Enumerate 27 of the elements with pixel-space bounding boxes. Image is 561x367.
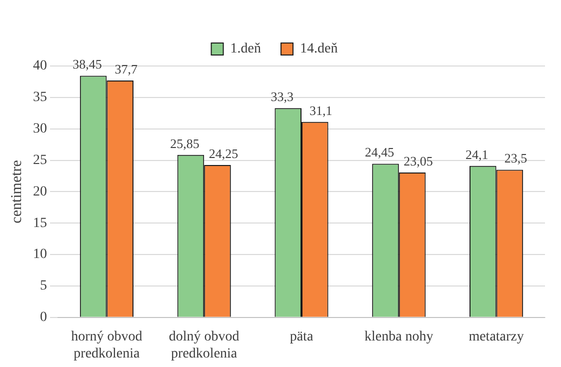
data-label: 33,3 (270, 89, 294, 104)
y-tick-label: 35 (33, 90, 47, 106)
y-tick-label: 30 (33, 122, 47, 137)
x-tick-label: metatarzy (468, 329, 524, 344)
x-tick-label: klenba nohy (364, 329, 434, 344)
y-axis-title: centimetre (8, 160, 25, 224)
data-label: 24,1 (466, 146, 488, 162)
y-tick-label: 20 (33, 184, 47, 200)
data-label: 24,45 (364, 144, 394, 160)
y-tick-label: 25 (33, 152, 47, 168)
x-tick-label: horný obvod predkolenia (71, 329, 142, 362)
data-label: 31,1 (310, 102, 332, 118)
legend-label: 14.deň (300, 42, 338, 57)
y-tick-label: 5 (40, 278, 47, 294)
data-label: 23,05 (404, 153, 433, 168)
y-tick-label: 10 (33, 247, 47, 262)
x-tick-label: päta (290, 329, 314, 344)
data-label: 23,5 (504, 150, 528, 166)
y-tick-label: 0 (40, 310, 47, 326)
y-tick-label: 40 (33, 58, 47, 74)
data-label: 38,45 (72, 56, 102, 72)
x-tick-label: dolný obvod predkolenia (168, 329, 240, 362)
data-label: 37,7 (114, 61, 138, 76)
data-label: 24,25 (208, 146, 238, 161)
data-label: 25,85 (170, 136, 200, 151)
legend-label: 1.deň (230, 42, 262, 57)
y-tick-label: 15 (33, 216, 47, 231)
